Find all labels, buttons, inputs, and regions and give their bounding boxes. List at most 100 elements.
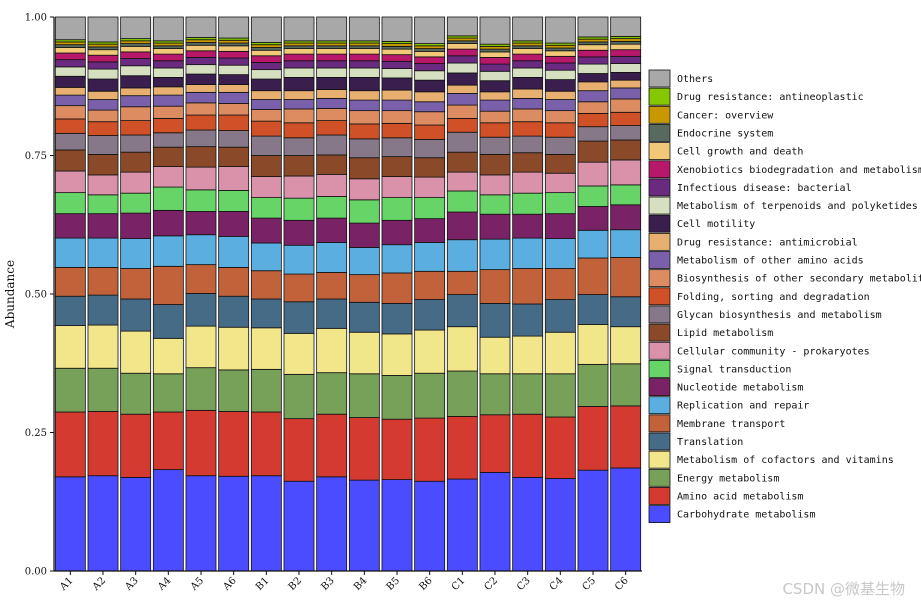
- legend-swatch: [648, 323, 671, 342]
- bar-segment-A3-biosynthesis-of-other-secondary-metabolites: [120, 106, 152, 122]
- bar-segment-B2-cellular-community-prokaryotes: [283, 175, 315, 199]
- bar-segment-A5-signal-transduction: [185, 189, 217, 212]
- bar-segment-C2-replication-and-repair: [479, 238, 511, 271]
- bar-segment-B4-membrane-transport: [348, 274, 380, 303]
- bar-segment-A4-cellular-community-prokaryotes: [152, 166, 184, 188]
- bar-segment-B4-translation: [348, 301, 380, 333]
- bar-segment-C2-carbohydrate-metabolism: [479, 471, 511, 572]
- bar-segment-B2-endocrine-system: [283, 45, 315, 49]
- y-tick-label: 0.00: [25, 567, 47, 578]
- bar-segment-C6-cell-growth-and-death: [610, 43, 642, 51]
- bar-segment-B5-infectious-disease-bacterial: [381, 60, 413, 69]
- bar-segment-B1-energy-metabolism: [250, 368, 282, 413]
- bar-segment-C5-folding-sorting-and-degradation: [577, 113, 609, 128]
- bar-segment-B3-metabolism-of-other-amino-acids: [316, 98, 348, 109]
- bar-segment-C3-signal-transduction: [512, 192, 544, 215]
- legend-label: Cell growth and death: [677, 147, 803, 158]
- bar-segment-C4-others: [544, 16, 576, 44]
- bar-segment-A6-endocrine-system: [218, 42, 250, 47]
- bar-segment-C4-carbohydrate-metabolism: [544, 478, 576, 572]
- bar-segment-A3-amino-acid-metabolism: [120, 413, 152, 478]
- bar-segment-C5-nucleotide-metabolism: [577, 206, 609, 231]
- bar-segment-B5-signal-transduction: [381, 197, 413, 221]
- bar-segment-B6-metabolism-of-terpenoids-and-polyketides: [414, 70, 446, 81]
- bar-segment-A3-endocrine-system: [120, 43, 152, 47]
- bar-segment-B1-infectious-disease-bacterial: [250, 62, 282, 71]
- bar-segment-C4-metabolism-of-terpenoids-and-polyketides: [544, 69, 576, 81]
- bar-segment-B4-folding-sorting-and-degradation: [348, 123, 380, 140]
- bar-segment-C3-endocrine-system: [512, 45, 544, 49]
- bar-segment-B5-lipid-metabolism: [381, 156, 413, 177]
- bar-segment-C5-replication-and-repair: [577, 229, 609, 259]
- bar-segment-C1-metabolism-of-cofactors-and-vitamins: [446, 326, 478, 372]
- x-tick-label: C1: [450, 575, 468, 593]
- bar-segment-A3-folding-sorting-and-degradation: [120, 120, 152, 136]
- bar-segment-B5-metabolism-of-other-amino-acids: [381, 99, 413, 112]
- bar-segment-A2-cellular-community-prokaryotes: [87, 174, 119, 196]
- legend-swatch: [648, 505, 671, 524]
- legend-label: Drug resistance: antimicrobial: [677, 237, 858, 248]
- bar-segment-A1-glycan-biosynthesis-and-metabolism: [54, 132, 86, 151]
- bar-segment-A5-cancer-overview: [185, 39, 217, 43]
- bar-segment-A2-carbohydrate-metabolism: [87, 475, 119, 572]
- bar-segment-C5-cellular-community-prokaryotes: [577, 161, 609, 187]
- legend-swatch: [648, 287, 671, 306]
- bar-segment-C1-folding-sorting-and-degradation: [446, 117, 478, 133]
- bar-segment-C6-biosynthesis-of-other-secondary-metabolites: [610, 98, 642, 113]
- bar-segment-B5-glycan-biosynthesis-and-metabolism: [381, 137, 413, 158]
- bar-segment-C2-translation: [479, 303, 511, 338]
- bar-segment-C5-infectious-disease-bacterial: [577, 56, 609, 65]
- bar-segment-C3-infectious-disease-bacterial: [512, 60, 544, 69]
- bar-segment-B5-energy-metabolism: [381, 375, 413, 420]
- bar-segment-B2-cell-growth-and-death: [283, 48, 315, 55]
- bar-segment-A4-nucleotide-metabolism: [152, 209, 184, 237]
- legend-label: Energy metabolism: [677, 473, 779, 484]
- bar-segment-C2-lipid-metabolism: [479, 153, 511, 176]
- x-tick-label: A6: [221, 575, 239, 593]
- bar-segment-C4-translation: [544, 299, 576, 333]
- bar-segment-C1-drug-resistance-antimicrobial: [446, 84, 478, 94]
- bar-segment-A4-infectious-disease-bacterial: [152, 60, 184, 69]
- bar-segment-C2-drug-resistance-antimicrobial: [479, 91, 511, 101]
- bar-segment-C2-infectious-disease-bacterial: [479, 63, 511, 72]
- bar-segment-C3-metabolism-of-cofactors-and-vitamins: [512, 335, 544, 375]
- bar-segment-B3-replication-and-repair: [316, 242, 348, 273]
- bar-segment-B3-cell-growth-and-death: [316, 48, 348, 55]
- bar-segment-C5-cancer-overview: [577, 38, 609, 43]
- bar-segment-C6-metabolism-of-cofactors-and-vitamins: [610, 326, 642, 365]
- bar-segment-C6-folding-sorting-and-degradation: [610, 111, 642, 126]
- bar-segment-B3-cell-motility: [316, 76, 348, 90]
- bar-segment-A1-cellular-community-prokaryotes: [54, 170, 86, 194]
- x-tick-label: A3: [123, 575, 141, 593]
- bar-segment-B3-others: [316, 16, 348, 42]
- bar-segment-C1-xenobiotics-biodegradation-and-metabolism: [446, 48, 478, 57]
- bar-segment-C5-metabolism-of-other-amino-acids: [577, 90, 609, 103]
- bar-segment-C4-endocrine-system: [544, 47, 576, 52]
- bar-segment-A4-folding-sorting-and-degradation: [152, 117, 184, 134]
- bar-segment-C3-cancer-overview: [512, 42, 544, 47]
- bar-segment-A1-energy-metabolism: [54, 367, 86, 413]
- bar-segment-B6-cellular-community-prokaryotes: [414, 176, 446, 199]
- bar-segment-B1-metabolism-of-terpenoids-and-polyketides: [250, 69, 282, 80]
- bar-segment-B1-cancer-overview: [250, 44, 282, 48]
- bar-segment-C1-cancer-overview: [446, 37, 478, 42]
- bar-segment-A3-translation: [120, 298, 152, 332]
- bar-segment-C6-metabolism-of-other-amino-acids: [610, 87, 642, 100]
- bar-segment-A3-others: [120, 16, 152, 40]
- bar-segment-B3-glycan-biosynthesis-and-metabolism: [316, 134, 348, 156]
- bar-segment-A4-translation: [152, 304, 184, 339]
- legend-label: Metabolism of cofactors and vitamins: [677, 455, 894, 466]
- bar-segment-C6-lipid-metabolism: [610, 139, 642, 161]
- bar-segment-A3-xenobiotics-biodegradation-and-metabolism: [120, 51, 152, 59]
- bar-segment-A6-carbohydrate-metabolism: [218, 475, 250, 572]
- bar-segment-B4-drug-resistance-antimicrobial: [348, 90, 380, 101]
- legend-swatch: [648, 468, 671, 487]
- legend-swatch: [648, 69, 671, 88]
- x-tick-label: B6: [417, 575, 434, 592]
- bar-segment-C6-drug-resistance-antimicrobial: [610, 79, 642, 89]
- bar-segment-C1-membrane-transport: [446, 270, 478, 295]
- bar-segment-C2-membrane-transport: [479, 269, 511, 304]
- bar-segment-A5-others: [185, 16, 217, 38]
- bar-segment-C1-metabolism-of-terpenoids-and-polyketides: [446, 62, 478, 74]
- bar-segment-A6-amino-acid-metabolism: [218, 411, 250, 477]
